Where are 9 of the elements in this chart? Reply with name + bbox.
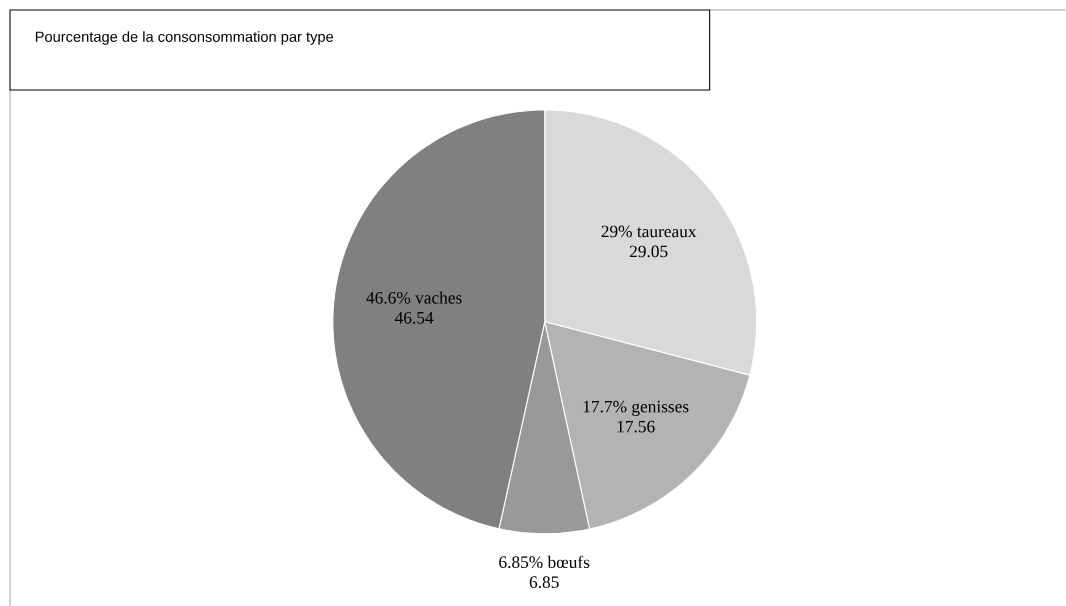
slice-label: 46.6% vaches [366, 291, 462, 304]
text: Pourcentage de la consonsommation par type [35, 31, 334, 45]
slice-label: 17.7% genisses [583, 400, 689, 416]
slice-label: 29% taureaux [601, 225, 697, 238]
data-label: 6.85 [529, 576, 559, 588]
data-label: 46.54 [394, 311, 434, 324]
data-label: 17.56 [617, 420, 655, 433]
data-label: 29.05 [629, 245, 668, 258]
slice-label: 6.85% bœufs [499, 555, 590, 568]
